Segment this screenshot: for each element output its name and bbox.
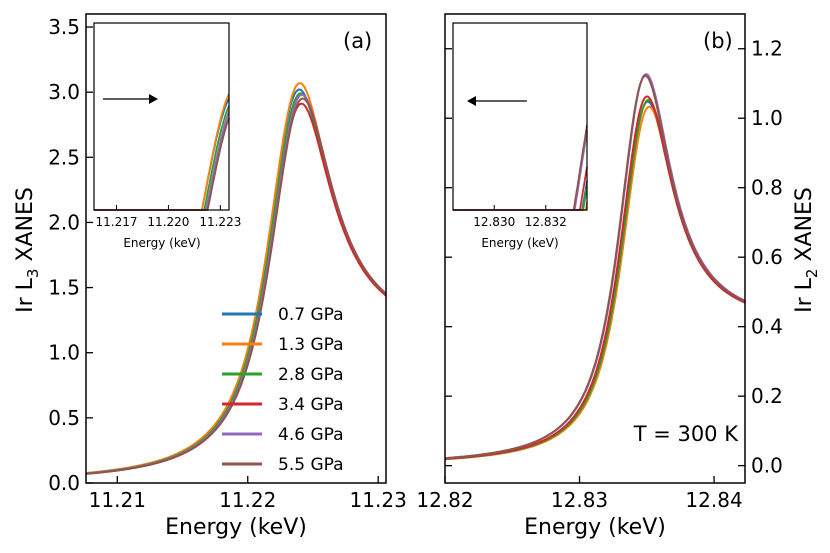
panel-b-xlabel: Energy (keV) [524,515,666,540]
y-tick-label: 0.8 [751,176,783,200]
y-tick-label: 1.0 [751,106,783,130]
y-tick-label: 0.5 [48,406,80,430]
inset-a-xlabel: Energy (keV) [123,236,200,250]
legend-label: 3.4 GPa [278,395,344,415]
panel-b-ticks: 12.82 12.83 12.84 0.0 0.2 0.4 0.6 0.8 1.0 1.2 [416,37,782,512]
inset-x-tick-label: 11.220 [147,215,189,229]
inset-x-tick-label: 11.217 [96,215,138,229]
y-tick-label: 3.0 [48,80,80,104]
y-tick-label: 0.4 [751,315,783,339]
y-tick-label: 0.6 [751,245,783,269]
x-tick-label: 12.82 [416,488,473,512]
x-tick-label: 11.22 [219,488,276,512]
legend-label: 2.8 GPa [278,365,344,385]
x-tick-label: 11.23 [350,488,407,512]
legend-label: 5.5 GPa [278,455,344,475]
panel-a-inset: 11.217 11.220 11.223 Energy (keV) [93,22,241,250]
legend-label: 1.3 GPa [278,335,344,355]
y-tick-label: 0.2 [751,384,783,408]
y-tick-label: 0.0 [751,454,783,478]
inset-x-tick-label: 12.830 [473,215,515,229]
panel-a-ylabel: Ir L3 XANES [13,187,42,313]
x-tick-label: 12.84 [685,488,742,512]
inset-x-tick-label: 11.223 [199,215,241,229]
inset-b-xlabel: Energy (keV) [481,236,558,250]
x-tick-label: 11.21 [89,488,146,512]
y-tick-label: 3.5 [48,15,80,39]
inset-b-frame [452,22,588,211]
panel-b-label: (b) [703,29,733,53]
panel-a-ticks: 11.21 11.22 11.23 0.0 0.5 1.0 1.5 2.0 2.5 3.0 3.5 [48,15,407,512]
panel-a-frame [85,13,387,484]
legend-label: 0.7 GPa [278,305,344,325]
inset-a-frame [93,22,230,211]
y-tick-label: 1.0 [48,341,80,365]
panel-b-frame [444,13,746,484]
panel-a-xlabel: Energy (keV) [165,515,307,540]
legend: 0.7 GPa 1.3 GPa 2.8 GPa 3.4 GPa 4.6 GPa 5.5 G… [222,305,344,475]
y-tick-label: 1.5 [48,276,80,300]
panel-a: 11.21 11.22 11.230.00.51.01.52.02.53.03.5 … [13,13,407,540]
temperature-annotation: T = 300 K [633,422,740,446]
panel-a-label: (a) [343,29,372,53]
y-tick-label: 2.0 [48,210,80,234]
panel-b: 12.82 12.83 12.84 0.0 0.2 0.4 0.6 0.8 1.0 1.2 (b)… [416,13,821,540]
panel-a-curves [85,82,387,475]
panel-b-curves [444,73,746,461]
panel-b-ylabel: Ir L2 XANES [792,187,821,313]
inset-x-tick-label: 12.832 [525,215,567,229]
series-line-5-5-gpa [85,97,387,475]
panel-b-inset: 12.830 12.832 Energy (keV) [452,22,588,250]
series-line-3-4-gpa [444,95,746,460]
y-tick-label: 1.2 [751,37,783,61]
series-line-5-5-gpa [444,74,746,460]
y-tick-label: 2.5 [48,145,80,169]
arrowhead-left-icon [467,96,476,106]
y-tick-label: 0.0 [48,471,80,495]
x-tick-label: 12.83 [551,488,608,512]
legend-label: 4.6 GPa [278,425,344,445]
arrowhead-right-icon [149,94,158,104]
